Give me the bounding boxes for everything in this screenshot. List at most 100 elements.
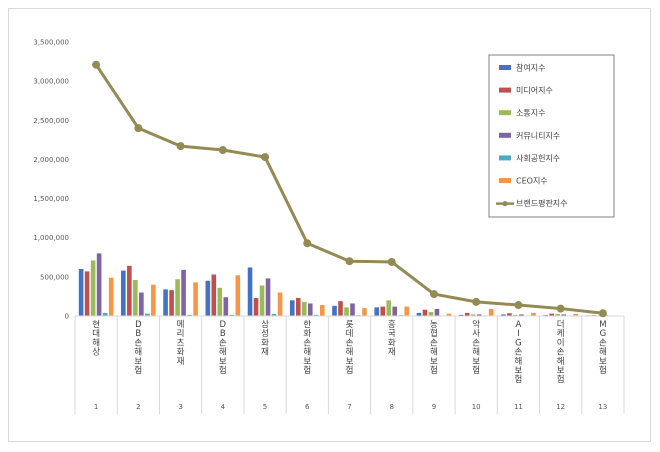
- legend-item: 소통지수: [499, 109, 545, 118]
- brand-reputation-chart: 0 500,000 1,000,000 1,500,000 2,000,000 2,500…: [33, 39, 625, 414]
- legend-label: 소통지수: [516, 109, 545, 118]
- bar: [380, 306, 386, 316]
- legend-line-marker: [502, 201, 508, 207]
- y-tick-label: 2,000,000: [33, 156, 69, 164]
- y-tick-label: 0: [65, 313, 69, 321]
- bar-series: [78, 267, 591, 316]
- bar: [338, 301, 343, 316]
- y-tick-label: 1,000,000: [33, 234, 69, 242]
- bar: [223, 297, 229, 316]
- bar: [84, 271, 90, 316]
- bar: [253, 297, 259, 316]
- line-point: [514, 301, 523, 310]
- bar: [163, 289, 168, 316]
- bar: [96, 253, 102, 316]
- line-point: [303, 239, 312, 248]
- legend-label: 브랜드평판지수: [516, 198, 568, 208]
- bar: [307, 303, 313, 316]
- bar: [151, 284, 156, 316]
- bar: [513, 314, 518, 316]
- legend-item: 미디어지수: [499, 85, 553, 95]
- bar: [319, 305, 325, 316]
- bar-series: [108, 275, 621, 316]
- category-number: 7: [347, 403, 351, 411]
- line-point: [345, 257, 354, 266]
- bar-series: [96, 253, 609, 316]
- bar: [193, 282, 198, 316]
- bar: [488, 308, 494, 316]
- category-number: 6: [305, 403, 310, 411]
- bar-series-group: [78, 253, 621, 316]
- y-axis: 0 500,000 1,000,000 1,500,000 2,000,000 2,500…: [33, 39, 69, 321]
- bar: [78, 269, 84, 316]
- bar: [555, 314, 560, 316]
- chart-frame: 0 500,000 1,000,000 1,500,000 2,000,000 2,500…: [8, 8, 651, 442]
- bar: [145, 313, 150, 316]
- legend-label: 참여지수: [516, 63, 545, 73]
- line-point: [472, 297, 481, 306]
- bar: [133, 279, 138, 316]
- line-point: [134, 124, 143, 133]
- category-number: 9: [432, 403, 436, 411]
- bar-series: [90, 260, 603, 316]
- bar: [229, 314, 235, 316]
- bar: [416, 312, 422, 316]
- bar: [434, 308, 440, 316]
- bar: [573, 314, 578, 316]
- category-number: 5: [263, 403, 267, 411]
- bar: [464, 312, 470, 316]
- category-number: 10: [472, 403, 481, 411]
- bar: [561, 314, 566, 316]
- line-point: [261, 153, 270, 162]
- legend-label: 미디어지수: [516, 85, 553, 95]
- category-number: 12: [556, 403, 565, 411]
- bar: [458, 314, 464, 316]
- bar: [549, 313, 554, 316]
- legend-label: CEO지수: [516, 177, 548, 186]
- line-point: [92, 60, 101, 69]
- line-point: [387, 257, 396, 266]
- legend-swatch: [499, 155, 511, 161]
- y-tick-label: 2,500,000: [33, 117, 69, 125]
- y-tick-label: 3,500,000: [33, 39, 69, 47]
- bar: [531, 312, 536, 316]
- bar: [175, 279, 180, 316]
- line-series-group: [92, 60, 607, 318]
- bar: [265, 278, 271, 316]
- line-point: [218, 146, 227, 155]
- bar: [259, 285, 265, 316]
- bar: [127, 265, 132, 316]
- bar: [374, 307, 380, 316]
- bar: [295, 297, 301, 316]
- bar: [102, 312, 108, 316]
- bar: [289, 300, 295, 316]
- bar: [392, 306, 398, 316]
- category-number: 2: [136, 403, 140, 411]
- bar: [205, 280, 211, 316]
- bar: [139, 292, 144, 316]
- category-number: 11: [514, 403, 523, 411]
- legend-item: 커뮤니티지수: [499, 130, 560, 140]
- bar: [121, 270, 126, 316]
- legend-item: 참여지수: [499, 63, 545, 73]
- bar: [362, 308, 367, 316]
- bar: [386, 300, 392, 316]
- bar: [476, 314, 482, 316]
- bar: [211, 274, 217, 316]
- bar: [235, 275, 241, 316]
- bar: [422, 309, 428, 316]
- x-axis-categories: 현 대 해 상 1 D B 손 해 보 험 2 메 리 츠 화 재 3 D B 손 해 보 험 4 삼 성 화 재 5 한 화 손 해 보 험 6 롯 데 손…: [74, 316, 625, 414]
- line-point: [429, 290, 438, 299]
- bar: [501, 314, 506, 316]
